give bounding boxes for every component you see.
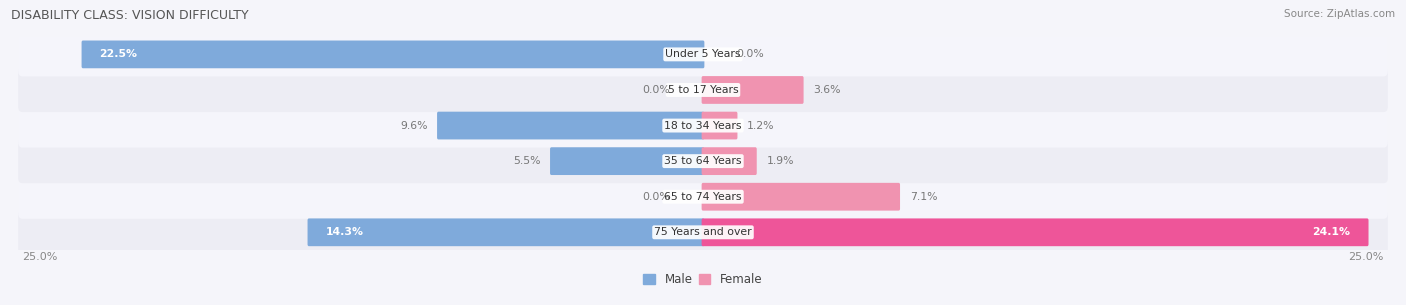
FancyBboxPatch shape: [702, 218, 1368, 246]
FancyBboxPatch shape: [702, 183, 900, 210]
Text: 35 to 64 Years: 35 to 64 Years: [664, 156, 742, 166]
FancyBboxPatch shape: [18, 175, 1388, 219]
FancyBboxPatch shape: [18, 139, 1388, 183]
FancyBboxPatch shape: [18, 32, 1388, 77]
FancyBboxPatch shape: [18, 103, 1388, 148]
Text: 1.9%: 1.9%: [766, 156, 794, 166]
Text: Source: ZipAtlas.com: Source: ZipAtlas.com: [1284, 9, 1395, 19]
Text: 1.2%: 1.2%: [747, 120, 775, 131]
Text: 22.5%: 22.5%: [100, 49, 138, 59]
Text: 75 Years and over: 75 Years and over: [654, 227, 752, 237]
FancyBboxPatch shape: [308, 218, 704, 246]
Text: 3.6%: 3.6%: [813, 85, 841, 95]
Text: 7.1%: 7.1%: [910, 192, 938, 202]
FancyBboxPatch shape: [82, 41, 704, 68]
Text: 5 to 17 Years: 5 to 17 Years: [668, 85, 738, 95]
Text: 9.6%: 9.6%: [399, 120, 427, 131]
Text: 0.0%: 0.0%: [737, 49, 763, 59]
Text: 24.1%: 24.1%: [1313, 227, 1351, 237]
FancyBboxPatch shape: [702, 112, 738, 139]
FancyBboxPatch shape: [550, 147, 704, 175]
FancyBboxPatch shape: [18, 68, 1388, 112]
Text: 18 to 34 Years: 18 to 34 Years: [664, 120, 742, 131]
Legend: Male, Female: Male, Female: [638, 269, 768, 291]
Text: DISABILITY CLASS: VISION DIFFICULTY: DISABILITY CLASS: VISION DIFFICULTY: [11, 9, 249, 22]
FancyBboxPatch shape: [18, 210, 1388, 254]
FancyBboxPatch shape: [702, 76, 804, 104]
Text: 65 to 74 Years: 65 to 74 Years: [664, 192, 742, 202]
Text: 14.3%: 14.3%: [325, 227, 364, 237]
FancyBboxPatch shape: [702, 147, 756, 175]
Text: 25.0%: 25.0%: [22, 252, 58, 262]
Text: 0.0%: 0.0%: [643, 192, 669, 202]
Text: Under 5 Years: Under 5 Years: [665, 49, 741, 59]
Text: 5.5%: 5.5%: [513, 156, 540, 166]
Text: 0.0%: 0.0%: [643, 85, 669, 95]
Text: 25.0%: 25.0%: [1348, 252, 1384, 262]
FancyBboxPatch shape: [437, 112, 704, 139]
